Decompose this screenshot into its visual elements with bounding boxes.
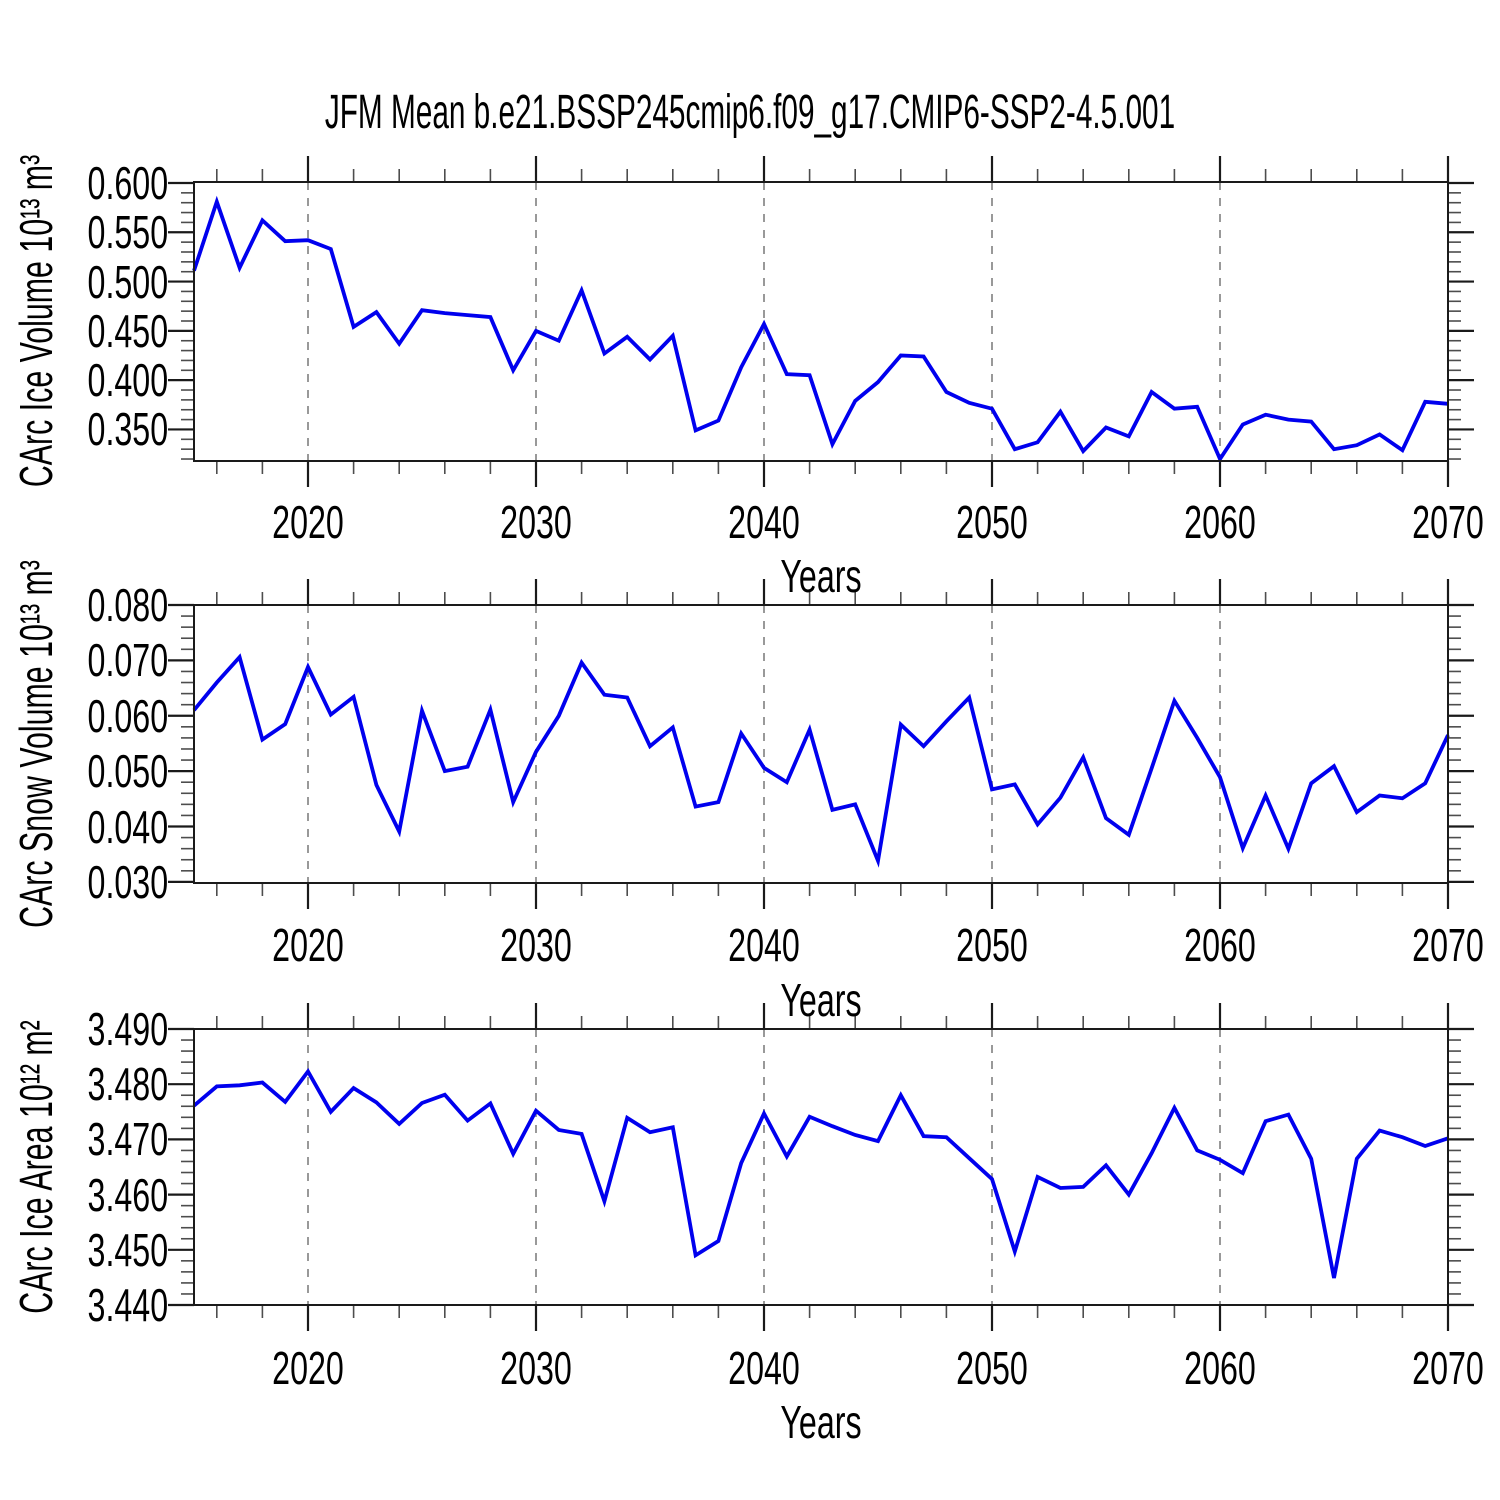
plot-box (193, 181, 1449, 462)
panel-carc-ice-area (168, 1003, 1474, 1331)
y-tick-label: 0.060 (87, 689, 168, 742)
x-tick-label: 2040 (728, 496, 800, 548)
x-tick-label: 2040 (728, 1342, 800, 1394)
y-tick-label: 3.440 (87, 1279, 168, 1331)
plot-box (193, 604, 1449, 884)
data-line-carc-ice-volume (192, 195, 1449, 463)
ylabel-snow-volume: CArc Snow Volume 10¹³ m³ (10, 560, 62, 928)
xlabel-years-panel1: Years (780, 550, 862, 602)
panel-carc-ice-volume (168, 156, 1474, 487)
x-tick-label: 2050 (956, 496, 1028, 548)
data-line-carc-snow-volume (192, 653, 1450, 868)
y-tick-label: 0.600 (87, 156, 168, 209)
x-tick-label: 2050 (956, 1342, 1028, 1394)
x-tick-label: 2070 (1412, 496, 1484, 548)
plot-box (193, 1028, 1449, 1306)
x-tick-label: 2020 (272, 496, 344, 548)
x-tick-label: 2050 (956, 919, 1028, 971)
figure-title: JFM Mean b.e21.BSSP245cmip6.f09_g17.CMIP… (324, 86, 1176, 139)
gridlines (307, 1029, 1221, 1305)
y-tick-label: 0.400 (87, 354, 168, 407)
axis-ticks (168, 156, 1474, 487)
y-tick-label: 0.500 (87, 255, 168, 308)
x-tick-label: 2020 (272, 919, 344, 971)
y-tick-label: 0.050 (87, 745, 168, 798)
y-tick-label: 0.350 (87, 403, 168, 456)
xlabel-years-panel3: Years (780, 1396, 862, 1448)
y-tick-label: 3.450 (87, 1223, 168, 1276)
x-tick-label: 2060 (1184, 919, 1256, 971)
ylabel-ice-volume: CArc Ice Volume 10¹³ m³ (10, 154, 62, 488)
y-tick-label: 3.490 (87, 1003, 168, 1055)
y-tick-label: 0.070 (87, 634, 168, 687)
y-tick-label: 0.450 (87, 304, 168, 357)
y-tick-label: 3.480 (87, 1058, 168, 1111)
y-tick-label: 3.460 (87, 1168, 168, 1221)
axis-ticks (168, 579, 1474, 909)
x-tick-label: 2020 (272, 1342, 344, 1394)
y-tick-label: 0.080 (87, 579, 168, 631)
y-tick-label: 3.470 (87, 1113, 168, 1166)
x-tick-label: 2030 (500, 496, 572, 548)
x-tick-label: 2060 (1184, 496, 1256, 548)
y-tick-label: 0.040 (87, 800, 168, 853)
x-tick-label: 2070 (1412, 919, 1484, 971)
xlabel-years-panel2: Years (780, 974, 862, 1026)
y-tick-label: 0.030 (87, 855, 168, 908)
y-tick-label: 0.550 (87, 206, 168, 259)
x-tick-label: 2060 (1184, 1342, 1256, 1394)
data-line-carc-ice-area (192, 1068, 1449, 1279)
panel-carc-snow-volume (168, 579, 1474, 909)
x-tick-label: 2030 (500, 1342, 572, 1394)
axis-ticks (168, 1003, 1474, 1331)
x-tick-label: 2040 (728, 919, 800, 971)
gridlines (307, 605, 1221, 883)
x-tick-label: 2030 (500, 919, 572, 971)
x-tick-label: 2070 (1412, 1342, 1484, 1394)
ylabel-ice-area: CArc Ice Area 10¹² m² (10, 1020, 62, 1314)
